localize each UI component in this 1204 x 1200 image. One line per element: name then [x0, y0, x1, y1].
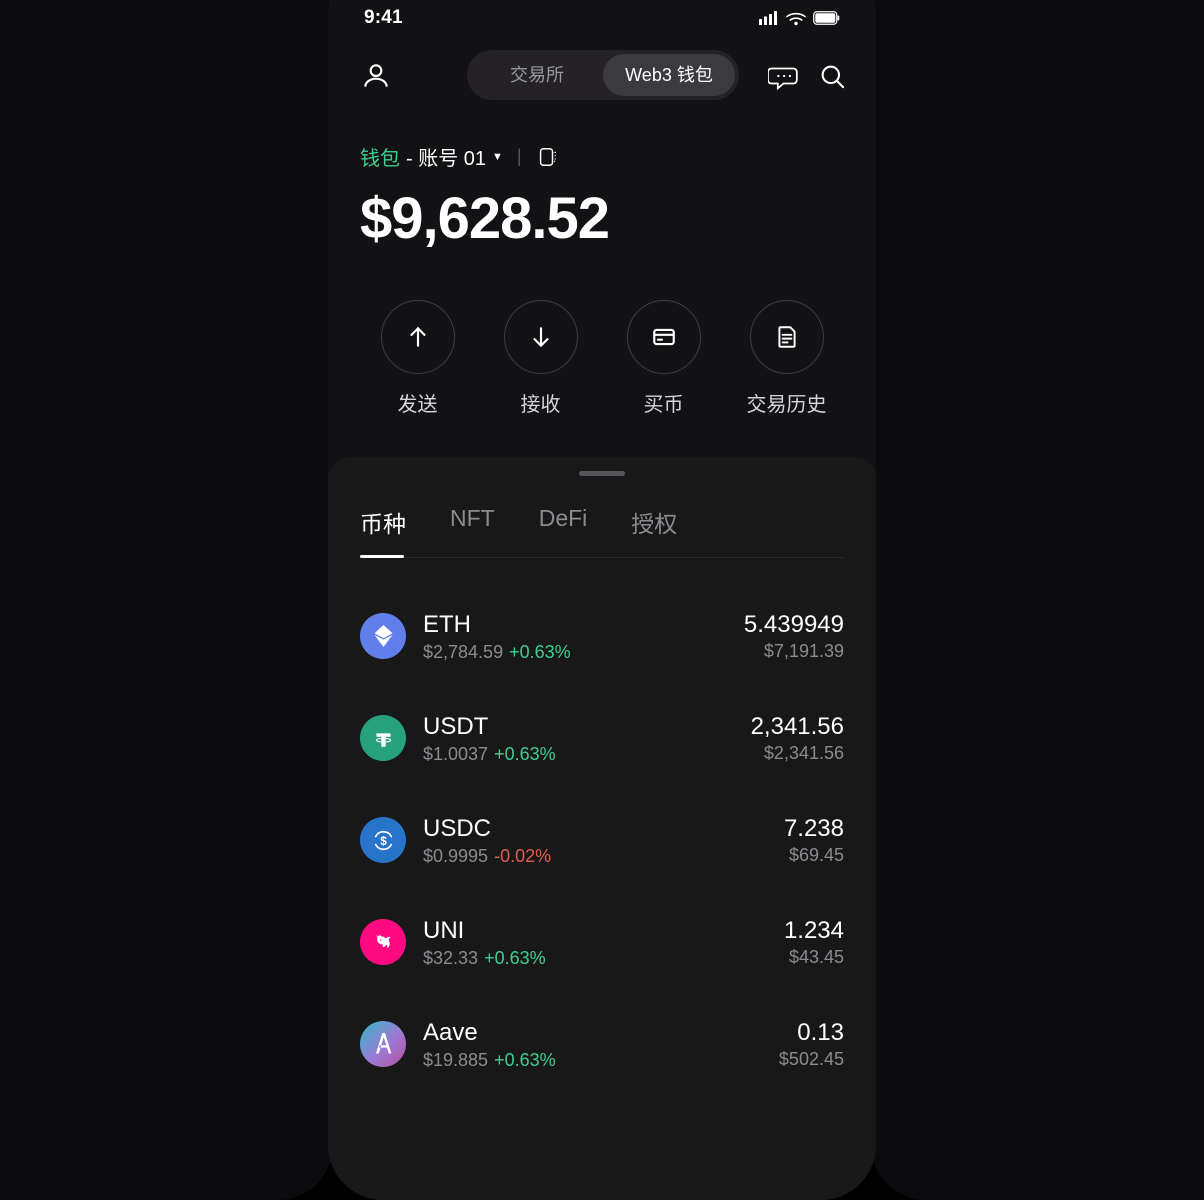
svg-text:$: $: [380, 835, 387, 848]
